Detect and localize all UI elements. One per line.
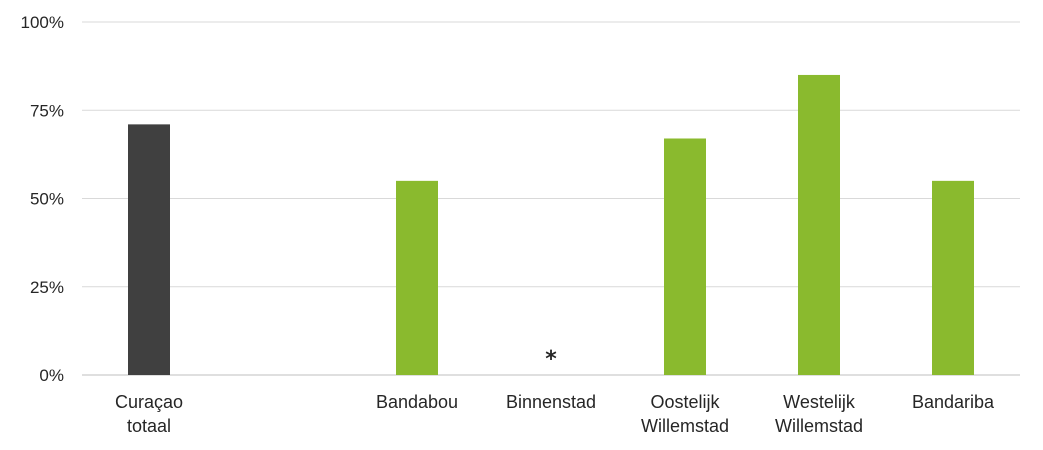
x-category-label: Binnenstad <box>506 392 596 412</box>
x-category-label: Westelijk Willemstad <box>775 392 863 436</box>
bar-bandariba <box>932 180 974 375</box>
y-tick-label: 100% <box>21 13 64 32</box>
x-category-label: Bandariba <box>912 392 995 412</box>
y-tick-label: 0% <box>39 366 64 385</box>
bar-westelijk-willemstad <box>798 74 840 375</box>
no-data-asterisk: * <box>545 347 557 372</box>
x-category-label: Oostelijk Willemstad <box>641 392 729 436</box>
bar-oostelijk-willemstad <box>664 138 706 375</box>
y-tick-label: 75% <box>30 101 64 120</box>
x-category-label: Curaçao totaal <box>115 392 183 436</box>
y-tick-label: 25% <box>30 278 64 297</box>
x-category-label: Bandabou <box>376 392 458 412</box>
bar-cura-ao-totaal <box>128 124 170 376</box>
bar-bandabou <box>396 180 438 375</box>
y-tick-label: 50% <box>30 190 64 209</box>
